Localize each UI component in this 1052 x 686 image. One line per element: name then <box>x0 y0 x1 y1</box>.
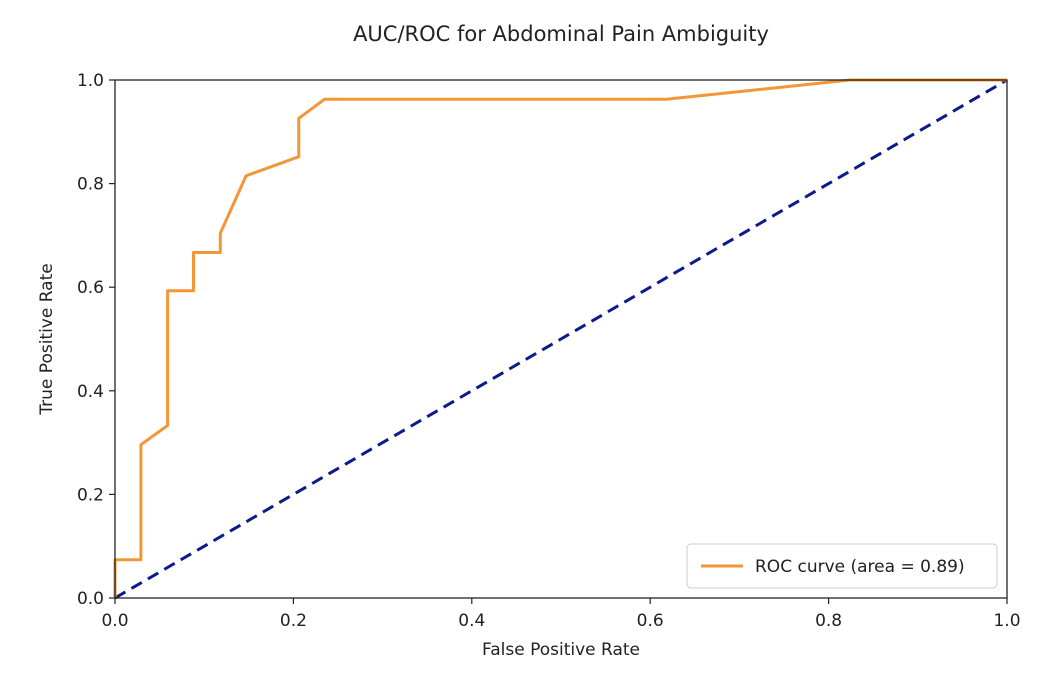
y-tick-label: 0.4 <box>77 382 104 402</box>
plot-area <box>113 78 1008 600</box>
x-axis-title: False Positive Rate <box>482 640 640 660</box>
y-tick-label: 0.8 <box>77 175 104 195</box>
x-tick-label: 0.8 <box>815 611 842 631</box>
legend-box <box>686 543 998 589</box>
legend-label-roc: ROC curve (area = 0.89) <box>755 557 965 577</box>
plot-frame <box>114 79 1008 599</box>
roc-curve-line <box>113 78 1007 598</box>
x-tick-label: 0.2 <box>280 611 307 631</box>
x-tick-label: 0.0 <box>101 611 128 631</box>
y-axis: 0.0 0.2 0.4 0.6 0.8 1.0 <box>77 71 115 609</box>
chart-title: AUC/ROC for Abdominal Pain Ambiguity <box>353 22 769 46</box>
legend: ROC curve (area = 0.89) <box>686 543 998 589</box>
y-tick-label: 0.2 <box>77 485 104 505</box>
x-tick-label: 0.6 <box>637 611 664 631</box>
y-tick-label: 0.6 <box>77 278 104 298</box>
x-axis: 0.0 0.2 0.4 0.6 0.8 1.0 <box>101 598 1021 631</box>
y-tick-label: 0.0 <box>77 589 104 609</box>
x-tick-label: 1.0 <box>993 611 1020 631</box>
chance-line <box>114 78 1008 600</box>
x-tick-label: 0.4 <box>458 611 485 631</box>
y-tick-label: 1.0 <box>77 71 104 91</box>
y-axis-title: True Positive Rate <box>37 263 57 415</box>
